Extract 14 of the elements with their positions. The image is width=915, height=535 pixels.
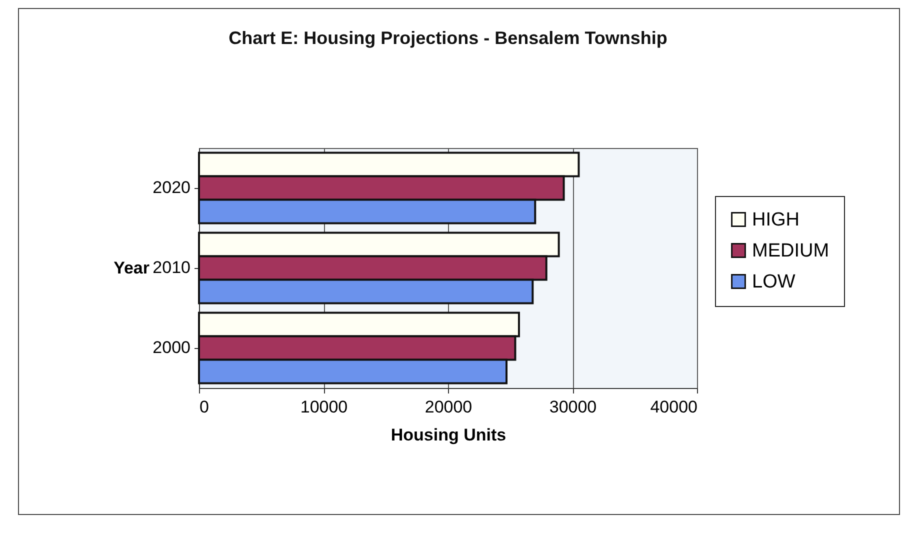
y-axis-title: Year [114,258,150,278]
chart-title: Chart E: Housing Projections - Bensalem Township [228,28,668,48]
legend-label: LOW [752,272,796,292]
legend-label: MEDIUM [752,240,830,262]
y-tick-label: 2010 [152,258,190,277]
x-tick-label: 30000 [549,398,597,416]
x-tick-label: 40000 [650,398,698,416]
x-axis-title: Housing Units [390,426,506,444]
x-tick-label: 0 [200,398,209,416]
x-tick-label: 10000 [300,398,348,416]
y-tick-label: 2020 [152,178,190,197]
x-tick-label: 20000 [424,398,472,416]
y-tick-label: 2000 [152,338,190,357]
legend-label: HIGH [752,210,800,230]
